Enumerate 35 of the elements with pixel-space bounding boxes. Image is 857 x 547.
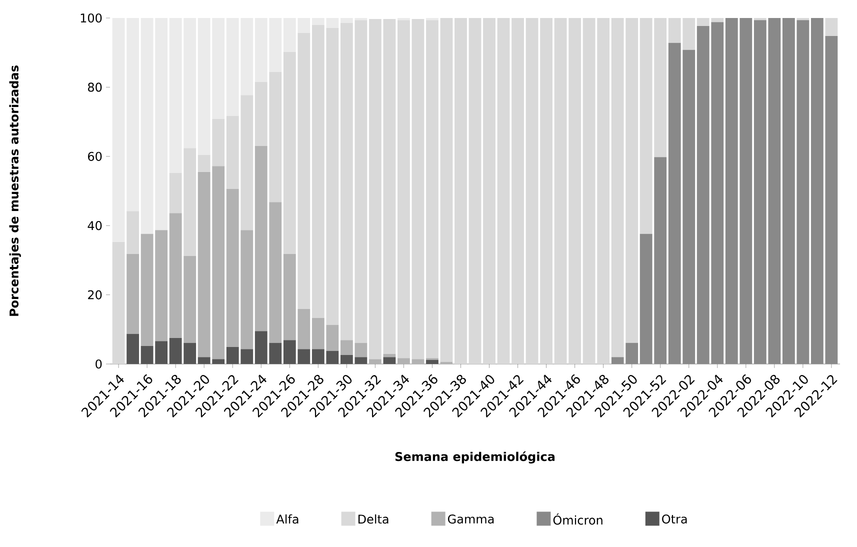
bar xyxy=(383,19,396,354)
bar xyxy=(412,19,424,360)
y-tick-label: 100 xyxy=(80,13,102,23)
bar xyxy=(440,18,453,362)
bar xyxy=(126,334,140,364)
bar xyxy=(512,18,524,364)
bar xyxy=(825,18,838,36)
y-tick-label: 40 xyxy=(88,221,102,230)
bar xyxy=(526,18,538,364)
y-axis-title: Porcentajes de muestras autorizadas xyxy=(9,66,21,316)
legend-label: Alfa xyxy=(276,514,298,524)
bar xyxy=(426,20,438,358)
y-tick-label: 20 xyxy=(88,290,102,300)
legend-label: Delta xyxy=(358,514,388,524)
bar xyxy=(483,18,496,364)
bar xyxy=(412,359,424,364)
bar xyxy=(368,19,382,360)
bar xyxy=(454,18,467,364)
bar xyxy=(497,18,510,364)
bar xyxy=(398,358,410,364)
bar xyxy=(383,357,396,364)
y-tick-label: 80 xyxy=(88,82,102,92)
bar xyxy=(468,18,482,364)
bar xyxy=(126,254,140,334)
bar xyxy=(383,354,396,358)
y-tick-label: 60 xyxy=(88,152,102,161)
legend-label: Gamma xyxy=(448,514,494,524)
legend-label: Ómicron xyxy=(553,513,602,525)
bar xyxy=(398,20,410,358)
legend-label: Otra xyxy=(662,514,687,524)
y-tick-label: 0 xyxy=(96,359,102,369)
bar xyxy=(426,360,438,364)
bar xyxy=(540,18,552,364)
x-axis-title: Semana epidemiológica xyxy=(395,451,555,464)
bar xyxy=(368,359,382,364)
